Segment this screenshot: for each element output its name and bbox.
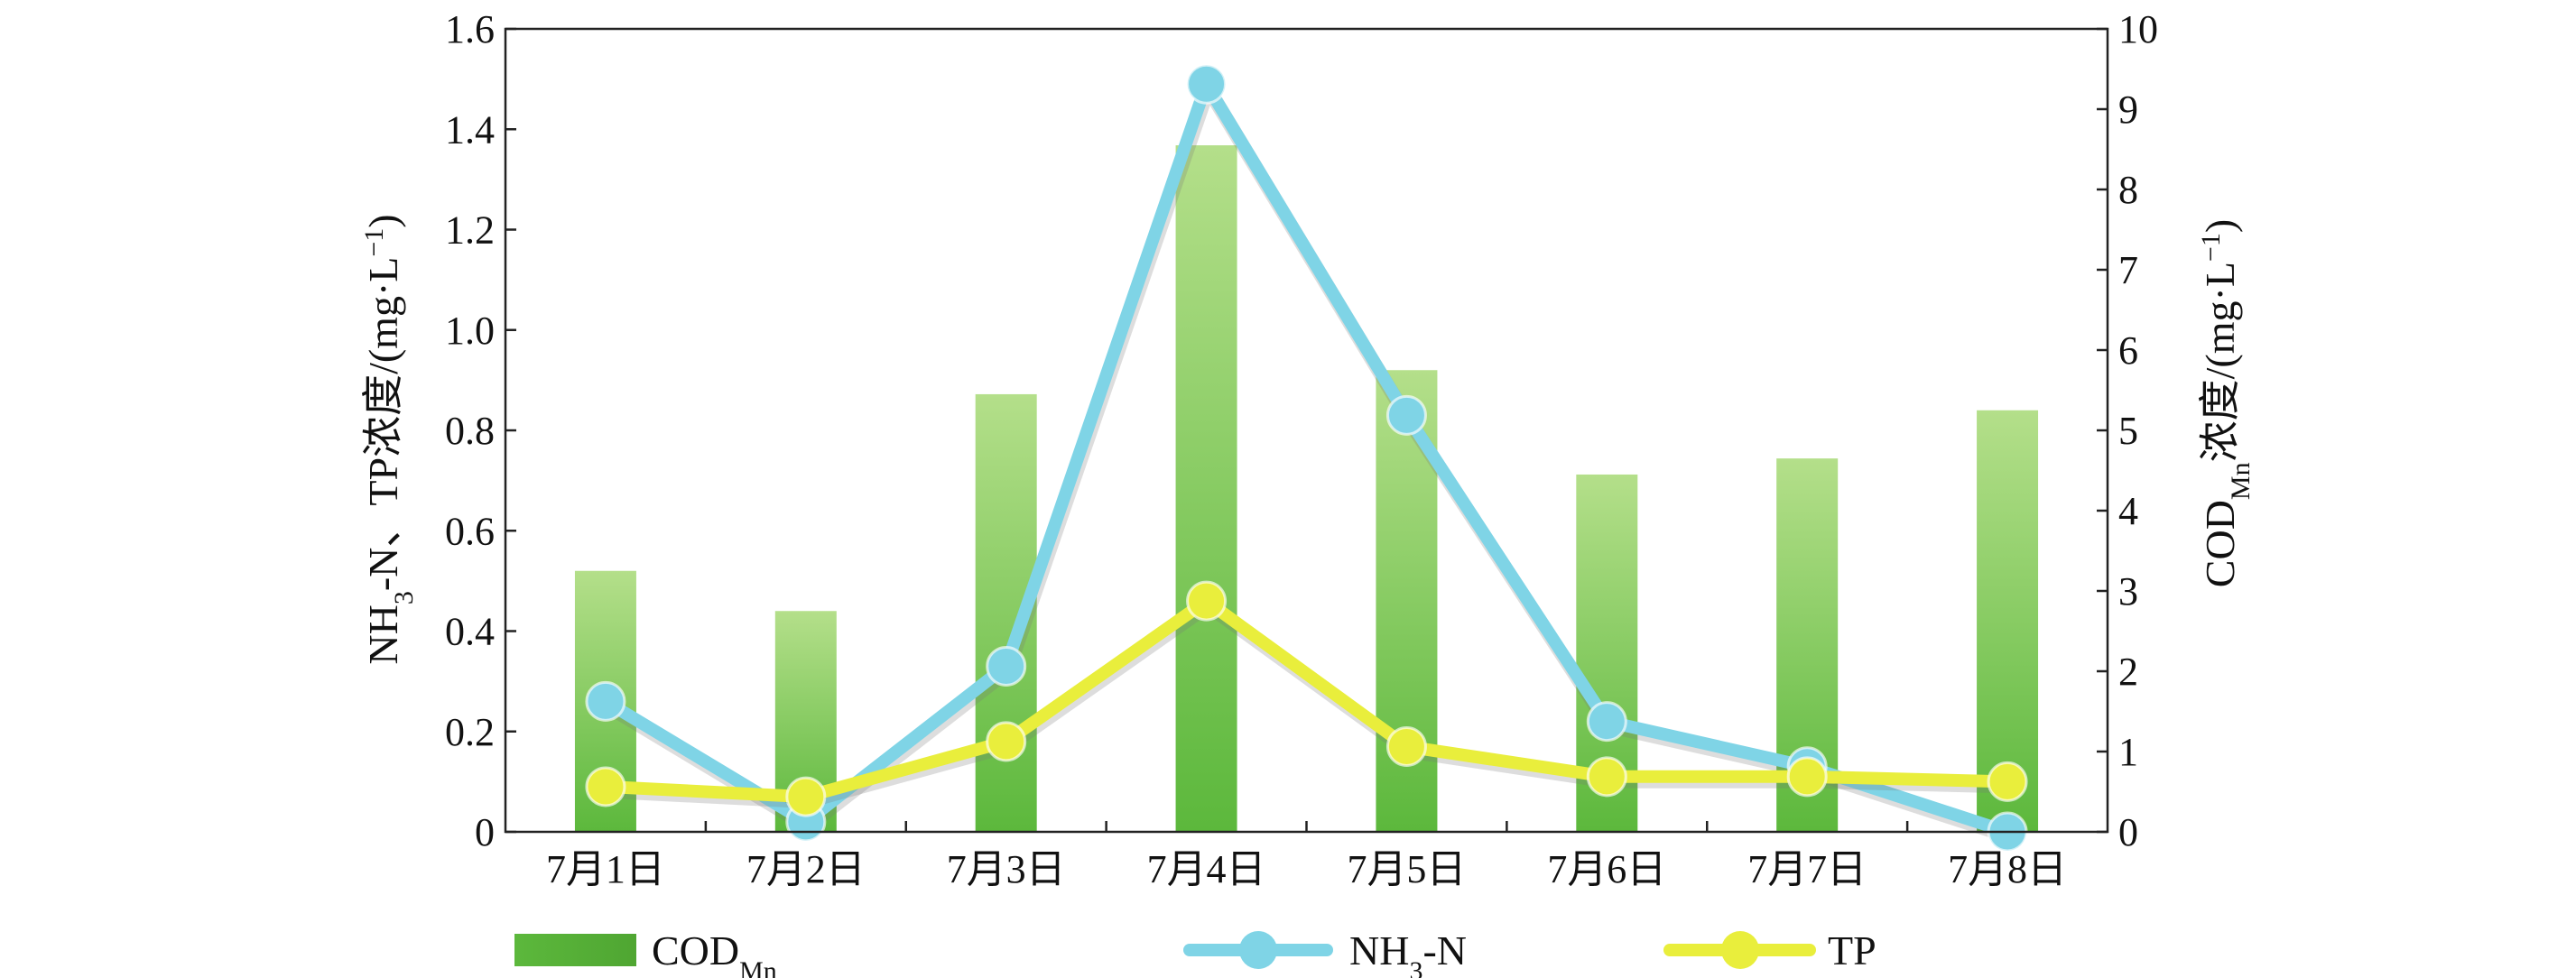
y-right-tick-label: 6	[2118, 328, 2138, 373]
tp-point	[986, 721, 1027, 762]
y-left-tick-label: 0.4	[445, 610, 495, 654]
legend: CODMn NH3-N TP	[514, 927, 1876, 978]
y-left-tick-label: 1.0	[445, 309, 495, 353]
y-right-tick-label: 2	[2118, 650, 2138, 694]
x-tick-label: 7月1日	[546, 847, 665, 891]
y-right-tick-label: 3	[2118, 569, 2138, 614]
x-tick-label: 7月2日	[746, 847, 866, 891]
nh3-n-point	[585, 680, 626, 722]
tp-point	[585, 766, 626, 807]
x-tick-label: 7月4日	[1147, 847, 1266, 891]
y-right-tick-label: 7	[2118, 248, 2138, 292]
y-right-tick-label: 8	[2118, 168, 2138, 212]
y-left-tick-label: 1.4	[445, 107, 495, 152]
tp-point	[785, 776, 827, 817]
cod-bar	[1175, 145, 1237, 833]
axes: 0 0.2 0.4 0.6 0.8 1.0 1.2 1.4 1.6 0 1 2 3 4 5 6 7 8 9 10 7月1…	[359, 7, 2256, 891]
y-right-tick-label: 4	[2118, 489, 2138, 533]
legend-cod-swatch	[514, 934, 636, 966]
y-left-tick-label: 1.2	[445, 208, 495, 253]
nh3-n-point	[1186, 63, 1228, 105]
tp-point	[1186, 580, 1228, 622]
nh3-n-point	[986, 645, 1027, 687]
y-left-tick-label: 0.8	[445, 409, 495, 453]
tp-point	[1786, 756, 1828, 798]
y-left-tick-label: 1.6	[445, 7, 495, 51]
y-right-tick-label: 1	[2118, 730, 2138, 774]
nh3-n-line	[598, 78, 2015, 838]
y-left-tick-label: 0	[475, 810, 495, 854]
y-right-tick-label: 0	[2118, 810, 2138, 854]
y-right-axis-title: CODMn浓度/(mg·L−1)	[2196, 219, 2256, 587]
y-left-axis-title: NH3-N、TP浓度/(mg·L−1)	[359, 214, 419, 664]
series-lines	[585, 63, 2028, 853]
legend-cod-label: CODMn	[652, 927, 777, 978]
legend-tp-label: TP	[1828, 927, 1876, 973]
nh3-n-point	[1586, 701, 1627, 743]
tp-point	[1987, 761, 2028, 802]
y-left-tick-label: 0.2	[445, 710, 495, 754]
y-right-tick-label: 5	[2118, 409, 2138, 453]
x-tick-label: 7月7日	[1747, 847, 1867, 891]
tp-point	[1586, 756, 1627, 798]
x-tick-label: 7月8日	[1948, 847, 2067, 891]
plot-frame	[504, 27, 2109, 834]
tp-line	[598, 595, 2015, 804]
x-tick-label: 7月6日	[1547, 847, 1666, 891]
nh3-n-point	[1385, 394, 1427, 436]
legend-tp-marker	[1721, 931, 1759, 969]
legend-nh3-marker	[1239, 931, 1277, 969]
y-right-tick-label: 10	[2118, 7, 2158, 51]
x-tick-label: 7月5日	[1347, 847, 1466, 891]
y-right-tick-label: 9	[2118, 88, 2138, 132]
y-left-tick-label: 0.6	[445, 509, 495, 553]
x-tick-label: 7月3日	[947, 847, 1066, 891]
tp-point	[1385, 725, 1427, 767]
legend-nh3-label: NH3-N	[1349, 927, 1467, 978]
